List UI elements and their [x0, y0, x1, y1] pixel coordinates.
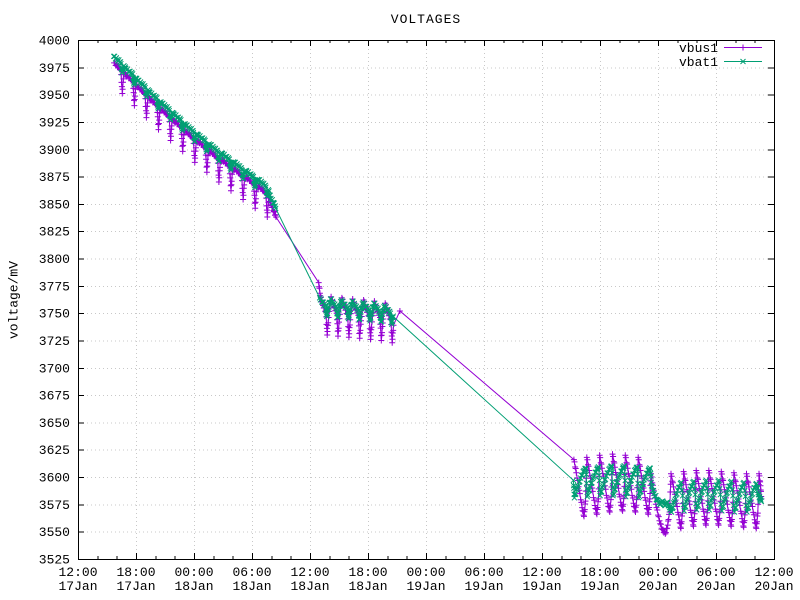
- x-tick-label: 00:00 19Jan: [406, 565, 445, 594]
- x-tick-label: 06:00 20Jan: [696, 565, 735, 594]
- y-tick-label: 3525: [39, 553, 70, 568]
- series-vbus1: [111, 59, 765, 537]
- y-tick-label: 3900: [39, 143, 70, 158]
- y-tick-label: 3700: [39, 361, 70, 376]
- y-tick-label: 3925: [39, 115, 70, 130]
- x-tick-label: 06:00 19Jan: [464, 565, 503, 594]
- x-tick-label: 12:00 18Jan: [290, 565, 329, 594]
- x-tick-label: 12:00 17Jan: [58, 565, 97, 594]
- tick-labels: 3525 3550 3575 3600 3625 3650 3675 3700 3725 3750…: [39, 34, 794, 595]
- y-tick-label: 3675: [39, 389, 70, 404]
- legend-label-vbat1: vbat1: [679, 55, 718, 70]
- x-tick-label: 12:00 20Jan: [754, 565, 793, 594]
- legend-sample-marker-vbat1: [740, 58, 746, 65]
- axes: [78, 40, 775, 560]
- y-tick-label: 3875: [39, 170, 70, 185]
- y-tick-label: 3800: [39, 252, 70, 267]
- series-markers-vbat1: [110, 53, 765, 515]
- x-tick-label: 18:00 17Jan: [116, 565, 155, 594]
- x-tick-label: 06:00 18Jan: [232, 565, 271, 594]
- x-tick-label: 18:00 18Jan: [348, 565, 387, 594]
- x-tick-label: 00:00 20Jan: [638, 565, 677, 594]
- legend-sample-marker-vbus1: [740, 44, 746, 51]
- y-tick-label: 3550: [39, 525, 70, 540]
- y-tick-label: 3950: [39, 88, 70, 103]
- y-tick-label: 3850: [39, 197, 70, 212]
- y-tick-label: 3575: [39, 498, 70, 513]
- y-tick-label: 3975: [39, 61, 70, 76]
- series-line-vbus1: [113, 62, 762, 536]
- x-tick-label: 00:00 18Jan: [174, 565, 213, 594]
- y-tick-label: 3625: [39, 443, 70, 458]
- y-tick-label: 3650: [39, 416, 70, 431]
- y-axis-title: voltage/mV: [6, 260, 22, 340]
- y-tick-label: 3750: [39, 307, 70, 322]
- series-line-vbat1: [113, 56, 762, 514]
- y-tick-label: 4000: [39, 34, 70, 49]
- legend-label-vbus1: vbus1: [679, 41, 718, 56]
- y-tick-label: 3775: [39, 279, 70, 294]
- x-tick-label: 12:00 19Jan: [522, 565, 561, 594]
- y-tick-label: 3725: [39, 334, 70, 349]
- y-tick-label: 3825: [39, 225, 70, 240]
- series-vbat1: [110, 53, 765, 515]
- chart-title: VOLTAGES: [390, 12, 462, 27]
- x-tick-label: 18:00 19Jan: [580, 565, 619, 594]
- y-tick-label: 3600: [39, 471, 70, 486]
- series-markers-vbus1: [111, 59, 765, 537]
